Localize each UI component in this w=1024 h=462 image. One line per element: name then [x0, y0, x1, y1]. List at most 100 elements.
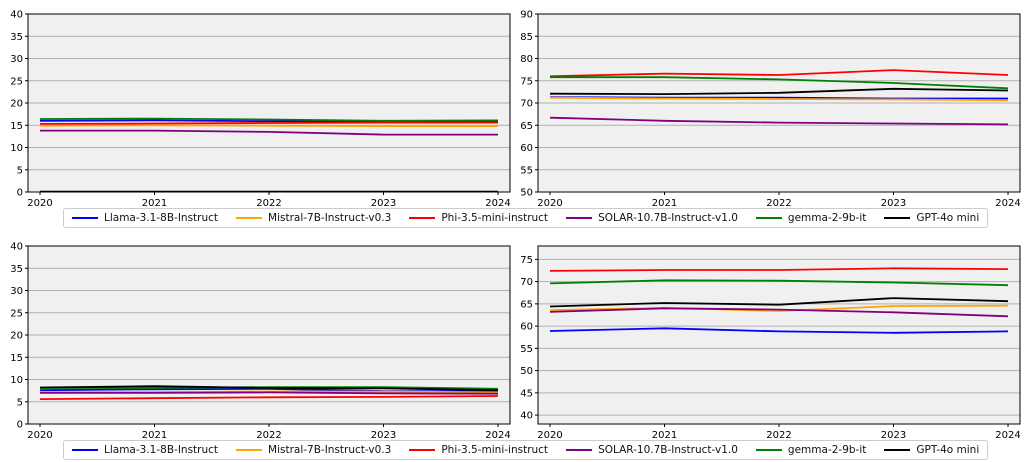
legend-item-gpt: GPT-4o mini	[884, 444, 979, 456]
series-line	[39, 124, 498, 127]
y-tick-label: 5	[17, 165, 23, 176]
legend-swatch-solar	[566, 449, 593, 451]
legend-item-llama: Llama-3.1-8B-Instruct	[72, 444, 218, 456]
legend-label-mistral: Mistral-7B-Instruct-v0.3	[268, 212, 392, 224]
plot-frame	[27, 245, 511, 425]
x-tick-label: 2021	[652, 430, 677, 441]
legend-swatch-llama	[72, 217, 98, 219]
y-tick-label: 70	[520, 99, 533, 110]
x-tick-label: 2023	[881, 198, 906, 209]
y-tick-label: 50	[520, 366, 533, 377]
x-tick-label: 2023	[371, 430, 396, 441]
legend-label-gpt: GPT-4o mini	[916, 444, 980, 456]
series-line	[549, 116, 1009, 126]
y-tick-label: 60	[520, 322, 533, 333]
y-tick-label: 5	[17, 397, 23, 408]
y-tick-label: 20	[10, 331, 23, 342]
series-line	[39, 395, 499, 400]
legend-swatch-solar	[566, 217, 593, 219]
legend-swatch-gemma	[755, 449, 782, 451]
legend-item-phi: Phi-3.5-mini-instruct	[409, 212, 548, 224]
x-tick-label: 2023	[881, 430, 906, 441]
x-tick-label: 2021	[142, 198, 167, 209]
legend-swatch-mistral	[236, 449, 263, 451]
y-tick-label: 10	[10, 375, 23, 386]
y-tick-label: 0	[17, 420, 23, 431]
legend-item-solar: SOLAR-10.7B-Instruct-v1.0	[566, 444, 738, 456]
series-line	[549, 327, 1009, 334]
y-tick-label: 50	[520, 188, 533, 199]
x-tick-label: 2020	[537, 430, 562, 441]
legend-swatch-gpt	[884, 217, 911, 219]
legend-item-solar: SOLAR-10.7B-Instruct-v1.0	[566, 212, 738, 224]
x-tick-label: 2024	[995, 198, 1020, 209]
y-tick-label: 30	[10, 286, 23, 297]
y-tick-label: 55	[520, 165, 533, 176]
plot-frame	[27, 13, 511, 193]
x-tick-label: 2021	[652, 198, 677, 209]
plot-frame	[537, 245, 1021, 425]
series-line	[549, 87, 1009, 95]
x-tick-label: 2022	[766, 198, 791, 209]
legend-bottom: Llama-3.1-8B-Instruct Mistral-7B-Instruc…	[63, 440, 989, 460]
legend-swatch-phi	[409, 217, 436, 219]
y-tick-label: 90	[520, 10, 533, 21]
y-tick-label: 40	[10, 242, 23, 253]
x-tick-label: 2022	[256, 198, 281, 209]
legend-item-llama: Llama-3.1-8B-Instruct	[72, 212, 218, 224]
y-tick-label: 65	[520, 121, 533, 132]
x-tick-label: 2024	[485, 430, 510, 441]
legend-item-mistral: Mistral-7B-Instruct-v0.3	[236, 212, 391, 224]
legend-item-mistral: Mistral-7B-Instruct-v0.3	[236, 444, 391, 456]
x-tick-label: 2020	[27, 198, 52, 209]
series-line	[549, 96, 1009, 102]
legend-label-llama: Llama-3.1-8B-Instruct	[104, 212, 219, 224]
series-line	[549, 297, 1009, 308]
y-tick-label: 80	[520, 54, 533, 65]
y-tick-label: 15	[10, 121, 23, 132]
y-tick-label: 20	[10, 99, 23, 110]
series-line	[40, 391, 499, 395]
x-tick-label: 2023	[371, 198, 396, 209]
legend-label-mistral: Mistral-7B-Instruct-v0.3	[268, 444, 392, 456]
legend-swatch-llama	[72, 449, 98, 451]
series-line	[39, 385, 499, 392]
legend-item-gemma: gemma-2-9b-it	[755, 444, 867, 456]
y-tick-label: 35	[10, 32, 23, 43]
y-tick-label: 45	[520, 388, 533, 399]
y-tick-label: 75	[520, 76, 533, 87]
y-tick-label: 75	[520, 255, 533, 266]
x-tick-label: 2020	[27, 430, 52, 441]
y-tick-label: 30	[10, 54, 23, 65]
legend-label-gemma: gemma-2-9b-it	[787, 444, 867, 456]
series-line	[549, 267, 1009, 272]
y-tick-label: 65	[520, 299, 533, 310]
x-tick-label: 2022	[766, 430, 791, 441]
y-tick-label: 15	[10, 353, 23, 364]
y-tick-label: 0	[17, 188, 23, 199]
series-line	[549, 69, 1009, 78]
y-tick-label: 40	[520, 411, 533, 422]
series-line	[550, 76, 1009, 90]
x-tick-label: 2021	[142, 430, 167, 441]
x-tick-label: 2024	[995, 430, 1020, 441]
x-tick-label: 2022	[256, 430, 281, 441]
legend-label-gemma: gemma-2-9b-it	[787, 212, 867, 224]
y-tick-label: 55	[520, 344, 533, 355]
series-line	[39, 121, 498, 125]
x-tick-label: 2024	[485, 198, 510, 209]
legend-swatch-phi	[409, 449, 436, 451]
y-tick-label: 40	[10, 10, 23, 21]
legend-item-gpt: GPT-4o mini	[884, 212, 979, 224]
y-tick-label: 85	[520, 32, 533, 43]
legend-label-solar: SOLAR-10.7B-Instruct-v1.0	[598, 212, 738, 224]
legend-top: Llama-3.1-8B-Instruct Mistral-7B-Instruc…	[63, 208, 989, 228]
series-line	[549, 279, 1009, 287]
legend-label-llama: Llama-3.1-8B-Instruct	[104, 444, 219, 456]
legend-swatch-gemma	[755, 217, 782, 219]
legend-swatch-gpt	[884, 449, 911, 451]
series-line	[39, 117, 499, 122]
x-tick-label: 2020	[537, 198, 562, 209]
plot-frame	[537, 13, 1021, 193]
